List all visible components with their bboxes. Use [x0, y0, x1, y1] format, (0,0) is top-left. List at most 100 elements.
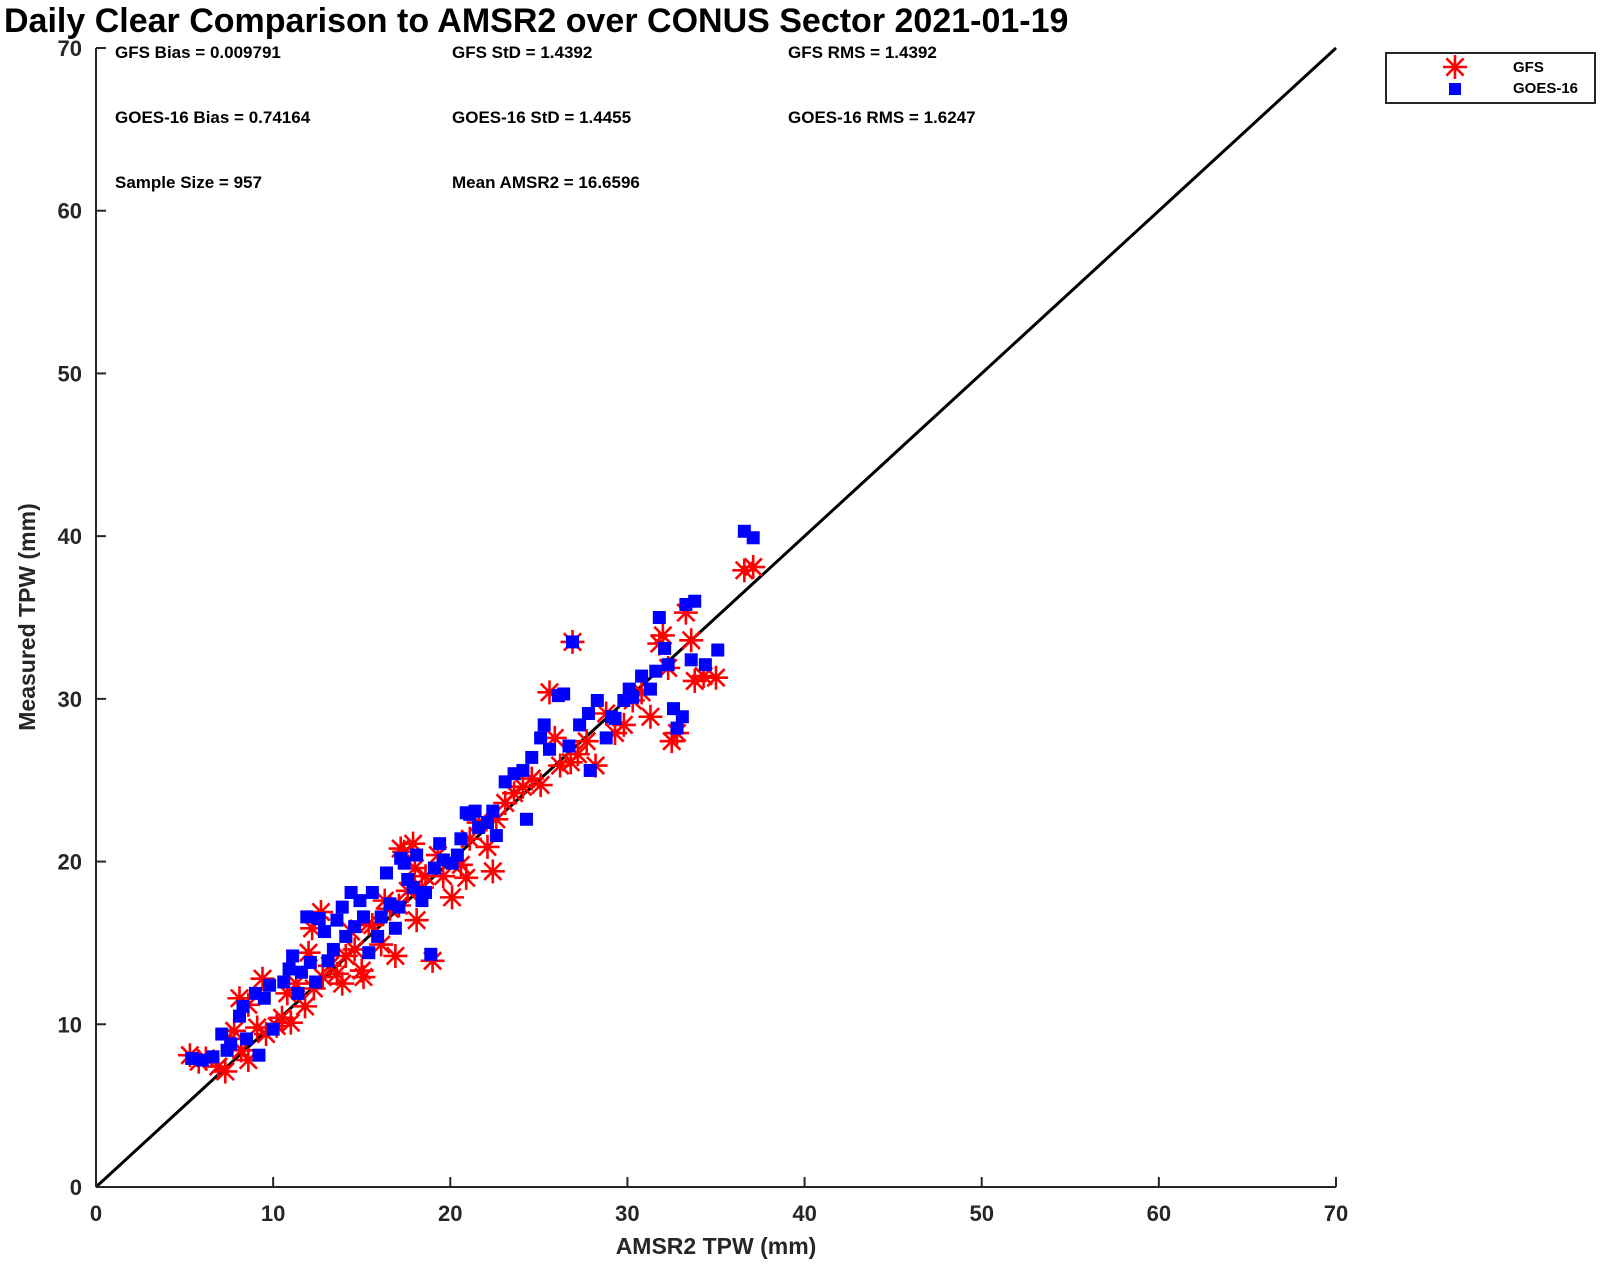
goes-16-point [658, 641, 672, 655]
y-tick-label: 20 [58, 850, 82, 875]
goes-16-point [454, 832, 468, 846]
gfs-point [502, 781, 527, 806]
goes-16-point [394, 851, 408, 865]
gfs-point [528, 773, 553, 798]
plot-area: 0 10 20 30 40 50 60 70 0 10 20 30 40 50 60 70 [58, 36, 1349, 1226]
goes-16-point [232, 1009, 246, 1023]
gfs-point [369, 932, 394, 957]
goes-16-point [635, 669, 649, 683]
gfs-point [333, 943, 358, 968]
gfs-point [629, 680, 654, 705]
goes-16-point [335, 900, 349, 914]
x-tick-label: 50 [969, 1201, 993, 1226]
gfs-point [565, 742, 590, 767]
goes-16-point [392, 900, 406, 914]
goes-16-point [365, 885, 379, 899]
gfs-point [293, 994, 318, 1019]
goes-16-point [480, 816, 494, 830]
stat-annotation: GFS RMS = 1.4392 [788, 43, 937, 62]
stat-annotation: Sample Size = 957 [115, 173, 262, 192]
gfs-point [324, 961, 349, 986]
stat-annotation: GOES-16 RMS = 1.6247 [788, 108, 976, 127]
goes-16-point [410, 848, 424, 862]
stat-annotation: GOES-16 StD = 1.4455 [452, 108, 631, 127]
x-tick-label: 0 [90, 1201, 102, 1226]
goes-16-point [236, 999, 250, 1013]
gfs-point [679, 628, 704, 653]
goes-16-point [206, 1050, 220, 1064]
stat-annotation: GFS StD = 1.4392 [452, 43, 592, 62]
gfs-point [351, 965, 376, 990]
goes-16-point [542, 742, 556, 756]
gfs-point [548, 753, 573, 778]
gfs-point [574, 729, 599, 754]
goes-16-point [312, 912, 326, 926]
gfs-point [732, 558, 757, 583]
goes-16-point [252, 1048, 266, 1062]
goes-16-point [698, 658, 712, 672]
goes-16-point [450, 848, 464, 862]
goes-16-point [599, 731, 613, 745]
gfs-point [236, 1048, 261, 1073]
goes-16-point [652, 611, 666, 624]
gfs-point [402, 856, 427, 881]
goes-16-point [215, 1027, 229, 1041]
legend-box [1385, 52, 1596, 104]
goes-16-point [300, 910, 314, 924]
goes-16-point [590, 693, 604, 707]
goes-16-point [661, 658, 675, 672]
goes-16-point [433, 837, 447, 851]
goes-16-point [380, 866, 394, 880]
goes-16-point [489, 829, 503, 843]
y-tick-label: 70 [58, 36, 82, 61]
gfs-point [245, 1015, 270, 1040]
legend-goes-16-label: GOES-16 [1513, 80, 1578, 97]
gfs-point [611, 712, 636, 737]
goes-16-point [195, 1053, 209, 1067]
y-tick-label: 0 [70, 1175, 82, 1200]
gfs-point [308, 900, 333, 925]
goes-16-point [303, 955, 317, 969]
gfs-point [301, 976, 326, 1001]
goes-16-point [263, 978, 277, 992]
x-tick-label: 10 [261, 1201, 285, 1226]
legend-items: GFS GOES-16 [1443, 55, 1578, 97]
goes-16-point [339, 929, 353, 943]
goes-16-point [573, 718, 587, 732]
gfs-point [542, 725, 567, 750]
gfs-point [229, 1038, 254, 1063]
goes-16-point [746, 531, 760, 545]
goes-16-point [684, 653, 698, 667]
gfs-point [404, 908, 429, 933]
goes-16-point [388, 921, 402, 935]
gfs-point [413, 864, 438, 889]
gfs-point [296, 940, 321, 965]
statistics-annotations: GFS Bias = 0.009791 GFS StD = 1.4392 GFS R… [115, 43, 976, 192]
goes-16-point [415, 894, 429, 908]
goes-16-point [266, 1022, 280, 1036]
x-tick-label: 40 [792, 1201, 816, 1226]
gfs-point [383, 943, 408, 968]
gfs-point [457, 826, 482, 851]
goes-16-point [516, 763, 530, 777]
gfs-point [254, 1022, 279, 1047]
gfs-point [310, 965, 335, 990]
goes-16-point [486, 804, 500, 818]
goes-16-point [581, 707, 595, 721]
y-tick-label: 50 [58, 361, 82, 386]
goes-16-point [321, 954, 335, 968]
goes-16-point [371, 929, 385, 943]
x-tick-label: 60 [1147, 1201, 1171, 1226]
legend-gfs-marker [1443, 55, 1467, 79]
gfs-point [741, 555, 766, 580]
goes-16-point [309, 975, 323, 989]
goes-16-point [459, 806, 473, 820]
goes-16-point [318, 925, 332, 939]
goes-16-point [649, 664, 663, 678]
goes-16-point [675, 710, 689, 724]
goes-16-point [374, 910, 388, 924]
gfs-point [356, 911, 381, 936]
gfs-point [300, 916, 325, 941]
goes-16-point [670, 721, 684, 735]
gfs-point [278, 1010, 303, 1035]
